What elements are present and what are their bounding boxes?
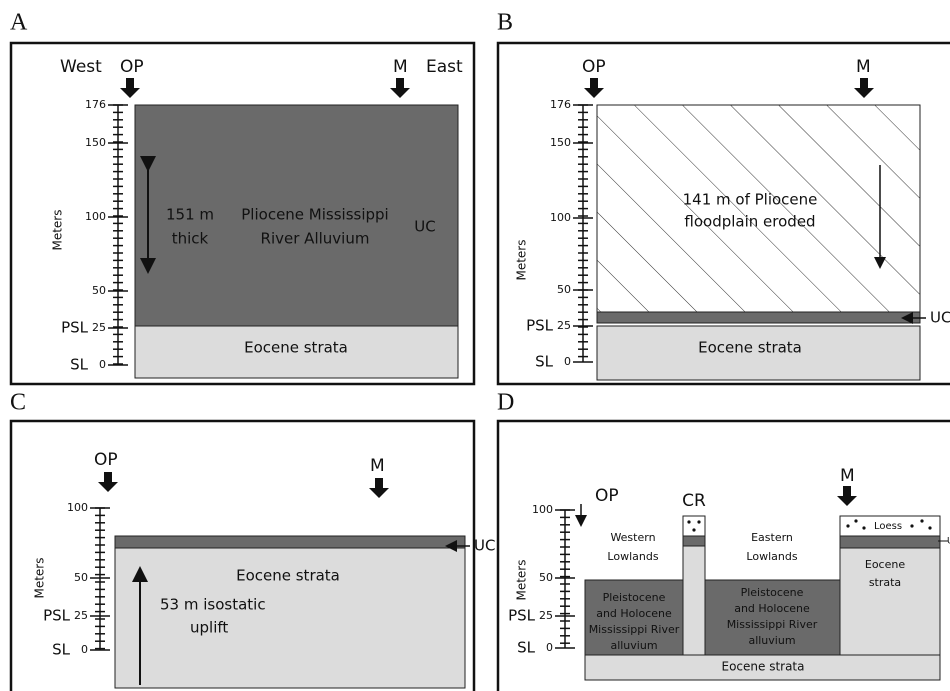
op: OP (582, 57, 606, 77)
label: floodplain eroded (684, 213, 815, 231)
m: M (840, 466, 855, 486)
axis-title: Meters (51, 209, 65, 250)
m: M (856, 57, 871, 77)
tick-label: 150 (85, 136, 106, 149)
tick-label: 100 (532, 503, 553, 516)
label: Eastern (751, 531, 793, 544)
west: West (60, 57, 102, 77)
label: 151 m (166, 206, 214, 224)
tick-label: 0 (564, 355, 571, 368)
axis-title: Meters (33, 557, 47, 598)
tick-label: 176 (85, 98, 106, 111)
east: East (426, 57, 463, 77)
label: Eocene strata (244, 339, 348, 357)
op: OP (120, 57, 144, 77)
uc-band (683, 536, 705, 546)
uc-band (115, 536, 465, 548)
tick-label: 0 (81, 643, 88, 656)
label: and Holocene (734, 602, 810, 615)
sl: SL (517, 639, 536, 657)
panel-letter: D (497, 390, 514, 416)
label: UC (474, 537, 495, 555)
tick-label: 25 (539, 609, 553, 622)
psl: PSL (61, 319, 89, 337)
tick-label: 100 (550, 211, 571, 224)
psl: PSL (508, 607, 536, 625)
label: Lowlands (746, 550, 797, 563)
label: 141 m of Pliocene (683, 191, 818, 209)
label: River Alluvium (261, 230, 370, 248)
tick-label: 50 (539, 571, 553, 584)
panel-letter: A (10, 10, 28, 36)
eocene (683, 546, 705, 655)
tick-label: 0 (99, 358, 106, 371)
label: UC (414, 218, 435, 236)
label: Eocene strata (721, 660, 804, 674)
sl: SL (70, 356, 89, 374)
uc-band (840, 536, 940, 548)
tick-label: 50 (92, 284, 106, 297)
eroded (597, 105, 920, 312)
label: Pleistocene (741, 586, 804, 599)
arrow (584, 78, 604, 98)
panel-letter: C (10, 390, 26, 416)
label: Mississippi River (727, 618, 818, 631)
sl: SL (52, 641, 71, 659)
label: alluvium (610, 639, 657, 652)
figure: A West OP M East Pliocene Mississippi Ri… (0, 0, 950, 691)
label: UC (930, 309, 950, 327)
psl: PSL (526, 317, 554, 335)
tick-label: 50 (557, 283, 571, 296)
tick-label: 100 (67, 501, 88, 514)
label: Eocene strata (698, 339, 802, 357)
cr: CR (682, 491, 706, 511)
tick-label: 50 (74, 571, 88, 584)
arrow (854, 78, 874, 98)
panel-letter: B (497, 10, 513, 36)
label: and Holocene (596, 607, 672, 620)
tick-label: 0 (546, 641, 553, 654)
arrow (120, 78, 140, 98)
label: thick (172, 230, 209, 248)
axis-title: Meters (515, 239, 529, 280)
tick-label: 150 (550, 136, 571, 149)
label: Western (610, 531, 655, 544)
m: M (370, 456, 385, 476)
label: 53 m isostatic (160, 596, 266, 614)
psl: PSL (43, 607, 71, 625)
arrow (837, 486, 857, 506)
axis-title: Meters (515, 559, 529, 600)
label: Eocene strata (236, 567, 340, 585)
label: Mississippi River (589, 623, 680, 636)
label: Lowlands (607, 550, 658, 563)
label: Pliocene Mississippi (241, 206, 388, 224)
arrow (98, 472, 118, 492)
label: strata (869, 576, 901, 589)
tick-label: 100 (85, 210, 106, 223)
label: Pleistocene (603, 591, 666, 604)
m: M (393, 57, 408, 77)
loess (683, 516, 705, 536)
arrow (369, 478, 389, 498)
op: OP (595, 486, 619, 506)
arrow (390, 78, 410, 98)
tick-label: 176 (550, 98, 571, 111)
tick-label: 25 (74, 609, 88, 622)
tick-label: 25 (557, 319, 571, 332)
sl: SL (535, 353, 554, 371)
label: Loess (874, 521, 902, 532)
label: Eocene (865, 558, 905, 571)
label: alluvium (748, 634, 795, 647)
op: OP (94, 450, 118, 470)
tick-label: 25 (92, 321, 106, 334)
uc-band (597, 312, 920, 323)
label: uplift (190, 619, 228, 637)
